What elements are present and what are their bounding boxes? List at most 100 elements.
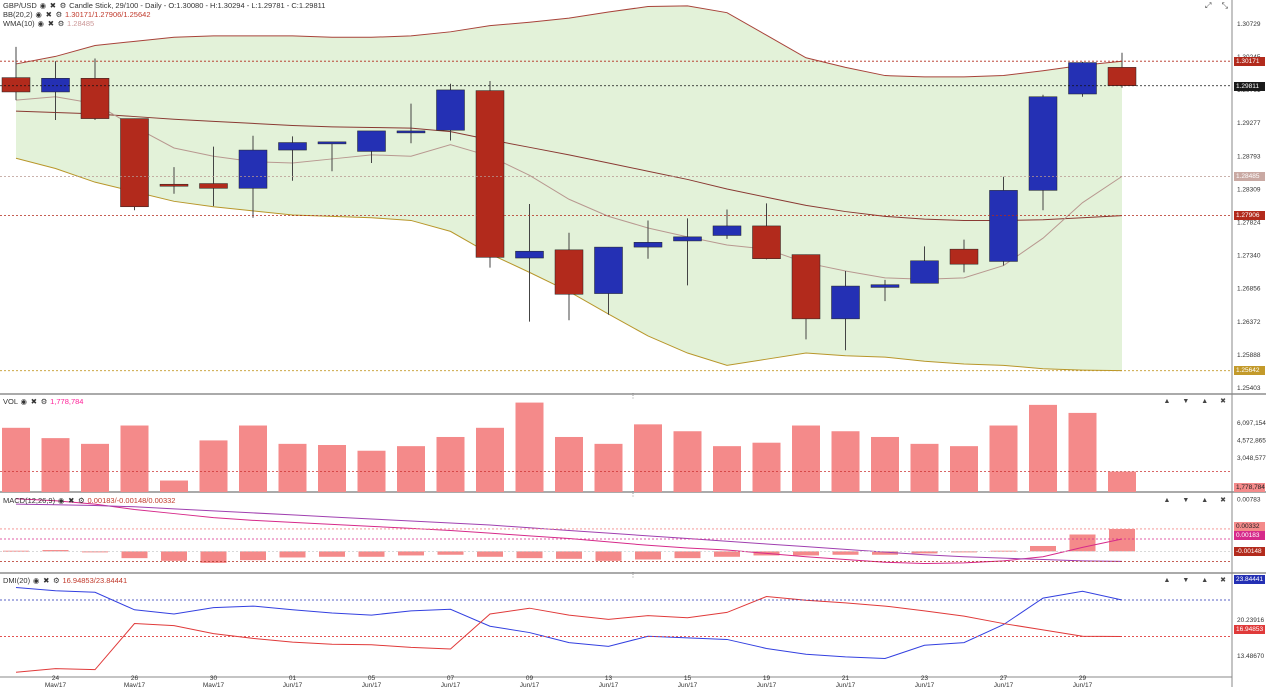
bb-label: BB(20,2) (3, 10, 33, 19)
volume-bar (1108, 471, 1136, 492)
eye-icon[interactable]: ◉ (37, 19, 45, 28)
maximize-icon[interactable]: ▲ (1201, 577, 1209, 584)
gear-icon[interactable]: ⚙ (53, 576, 60, 585)
macd-legend: MACD(12,26,9) ◉ ✖ ⚙ 0.00183/-0.00148/0.0… (3, 496, 175, 505)
volume-bar (555, 436, 583, 492)
gear-icon[interactable]: ⚙ (40, 397, 48, 406)
close-icon[interactable]: ✖ (45, 10, 52, 19)
close-icon[interactable]: ✖ (47, 19, 54, 28)
macd-histogram-bar (714, 551, 740, 557)
candle-body (475, 90, 505, 258)
volume-bar (910, 443, 939, 492)
date-tick-month: Jun/17 (757, 682, 777, 687)
eye-icon[interactable]: ◉ (39, 1, 47, 10)
macd-histogram-bar (437, 551, 464, 555)
close-icon[interactable]: ✖ (49, 1, 57, 10)
move-down-icon[interactable]: ▼ (1182, 497, 1190, 504)
eye-icon[interactable]: ◉ (57, 496, 65, 505)
date-tick-day: 05 (368, 675, 376, 682)
volume-bar (1068, 412, 1097, 492)
close-pane-icon[interactable]: ✖ (1220, 577, 1226, 584)
macd-histogram-bar (82, 551, 108, 553)
maximize-icon[interactable]: ▲ (1201, 398, 1209, 405)
badge-vol: 1,778,784 (1234, 483, 1265, 492)
date-tick-month: Jun/17 (678, 682, 698, 687)
macd-histogram-bar (911, 551, 938, 554)
candle-body (396, 130, 426, 134)
gear-icon[interactable]: ⚙ (59, 1, 67, 10)
dmi-plus-line (15, 587, 1123, 660)
macd-histogram-bar (674, 551, 701, 559)
gear-icon[interactable]: ⚙ (55, 10, 63, 19)
candle-body (80, 78, 110, 119)
date-tick-month: Jun/17 (915, 682, 935, 687)
macd-histogram-bar (1109, 528, 1135, 552)
expand-icon[interactable]: ⤢ (1204, 1, 1212, 10)
badge-close: 1.29811 (1234, 82, 1265, 91)
macd-histogram-bar (240, 551, 266, 561)
volume-bar (673, 431, 702, 492)
badge-dmi-plus: 23.84441 (1234, 575, 1265, 584)
close-pane-icon[interactable]: ✖ (1220, 398, 1226, 405)
eye-icon[interactable]: ◉ (35, 10, 42, 19)
candle-body (712, 225, 742, 236)
close-icon[interactable]: ✖ (30, 397, 38, 406)
date-tick-day: 09 (526, 675, 534, 682)
candle-body (515, 250, 544, 259)
bb-middle-line (15, 110, 1123, 221)
dmi-legend: DMI(20) ◉ ✖ ⚙ 16.94853/23.84441 (3, 576, 127, 585)
move-down-icon[interactable]: ▼ (1182, 577, 1190, 584)
macd-histogram-bar (200, 551, 227, 563)
macd-pane-controls: ▲ ▼ ▲ ✖ (1153, 496, 1226, 504)
eye-icon[interactable]: ◉ (32, 576, 40, 585)
price-tick-label: 1.25888 (1237, 352, 1261, 359)
date-tick-month: Jun/17 (1073, 682, 1093, 687)
macd-signal-line (15, 503, 1123, 562)
gear-icon[interactable]: ⚙ (78, 496, 85, 505)
macd-histogram-bar (556, 551, 582, 559)
macd-histogram-bar (832, 551, 859, 555)
close-pane-icon[interactable]: ✖ (1220, 497, 1226, 504)
main-desc: Candle Stick, 29/100 - Daily - O:1.30080… (69, 1, 326, 10)
vol-value: 1,778,784 (50, 397, 84, 406)
collapse-icon[interactable]: ⤡ (1221, 1, 1228, 10)
close-icon[interactable]: ✖ (43, 576, 50, 585)
price-tick-label: 1.28793 (1237, 153, 1261, 160)
dmi-minus-line (15, 596, 1123, 673)
move-up-icon[interactable]: ▲ (1163, 398, 1171, 405)
macd-label: MACD(12,26,9) (3, 496, 56, 505)
price-tick-label: 1.26372 (1237, 319, 1261, 326)
volume-bar (1029, 404, 1057, 492)
candle-body (791, 254, 821, 320)
move-up-icon[interactable]: ▲ (1163, 497, 1171, 504)
date-tick-day: 15 (684, 675, 692, 682)
candle-body (633, 242, 663, 248)
candle-body (317, 141, 347, 145)
move-up-icon[interactable]: ▲ (1163, 577, 1171, 584)
date-tick-month: Jun/17 (362, 682, 382, 687)
volume-bar (318, 445, 346, 492)
volume-bar (199, 440, 228, 492)
macd-histogram-bar (161, 551, 187, 561)
eye-icon[interactable]: ◉ (20, 397, 28, 406)
date-tick-month: May/17 (124, 682, 146, 687)
macd-histogram-bar (319, 551, 345, 557)
move-down-icon[interactable]: ▼ (1182, 398, 1190, 405)
volume-bar (792, 425, 820, 492)
macd-histogram-bar (793, 551, 819, 556)
candle-body (594, 246, 623, 294)
gear-icon[interactable]: ⚙ (57, 19, 65, 28)
bb-legend: BB(20,2) ◉ ✖ ⚙ 1.30171/1.27906/1.25642 (3, 10, 150, 19)
close-icon[interactable]: ✖ (68, 496, 75, 505)
date-tick-month: Jun/17 (441, 682, 461, 687)
maximize-icon[interactable]: ▲ (1201, 497, 1209, 504)
dmi-tick-label: 20.23916 (1237, 617, 1264, 624)
macd-histogram-bar (1069, 534, 1096, 552)
candle-body (1, 77, 31, 93)
macd-histogram-bar (358, 551, 385, 557)
candle-body (949, 248, 979, 265)
price-tick-label: 1.26856 (1237, 286, 1261, 293)
price-tick-label: 1.30729 (1237, 21, 1261, 28)
candle-body (278, 142, 307, 151)
